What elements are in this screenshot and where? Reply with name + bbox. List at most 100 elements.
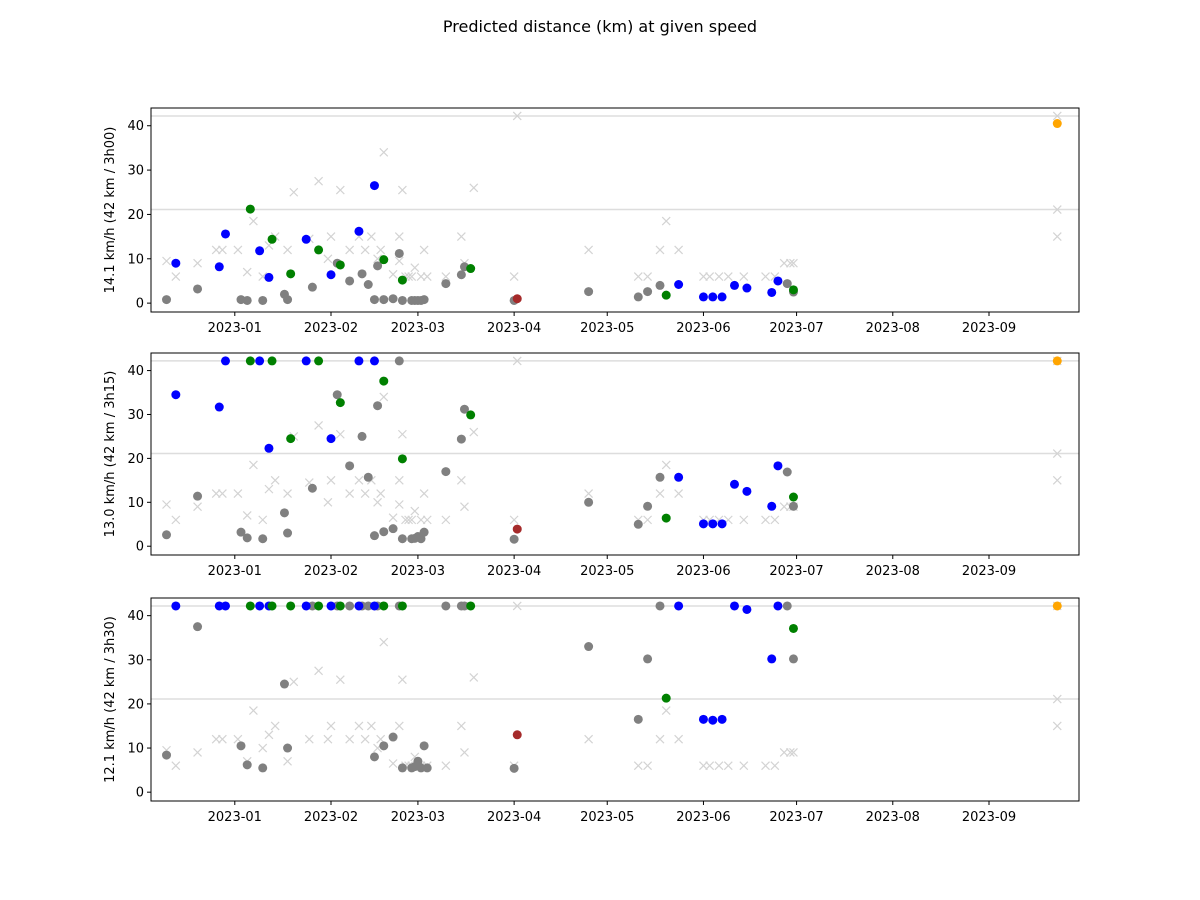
point-blue [354, 601, 364, 611]
y-tick-label: 0 [136, 540, 144, 555]
point-blue [354, 356, 364, 366]
cross-point [211, 734, 221, 744]
point-blue [220, 229, 230, 239]
point-orange [1052, 601, 1062, 611]
point-gray [307, 282, 317, 292]
point-blue [220, 356, 230, 366]
point-gray [643, 287, 653, 297]
point-gray [397, 534, 407, 544]
cross-point [193, 258, 202, 268]
point-gray [345, 276, 355, 286]
point-gray [782, 467, 792, 477]
point-blue [729, 280, 739, 290]
point-green [335, 260, 345, 270]
point-blue [255, 246, 265, 256]
cross-point [335, 429, 345, 439]
y-tick-label: 0 [136, 786, 144, 801]
cross-point [376, 245, 386, 255]
point-blue [369, 601, 379, 611]
point-gray [394, 356, 404, 366]
cross-point [643, 761, 653, 771]
point-blue [214, 402, 224, 412]
y-tick-label: 10 [127, 742, 144, 757]
point-gray [584, 642, 594, 652]
point-green [379, 255, 389, 265]
cross-point [416, 272, 426, 281]
point-blue [354, 226, 364, 236]
point-blue [742, 604, 752, 614]
cross-point [326, 475, 336, 485]
point-blue [698, 519, 708, 529]
cross-point [264, 484, 274, 494]
point-gray [456, 270, 466, 280]
cross-point [373, 497, 382, 507]
point-green [245, 356, 255, 366]
y-axis-label: 14.1 km/h (42 km / 3h00) [103, 127, 118, 294]
cross-point [335, 185, 345, 195]
point-green [788, 492, 798, 502]
cross-point [699, 761, 708, 771]
point-gray [236, 527, 246, 537]
point-gray [193, 284, 203, 294]
cross-point [388, 759, 398, 768]
point-blue [717, 519, 727, 529]
cross-point [407, 515, 417, 525]
x-tick-label: 2023-03 [391, 810, 445, 825]
point-gray [584, 497, 594, 507]
cross-point [761, 761, 770, 771]
point-gray [419, 295, 429, 305]
series-blue [171, 181, 783, 302]
point-blue [301, 601, 311, 611]
cross-point [270, 475, 280, 485]
cross-point [248, 706, 258, 715]
point-gray [307, 483, 317, 493]
cross-point [401, 515, 410, 525]
cross-point [323, 497, 333, 507]
point-gray [397, 295, 407, 305]
series-blue [171, 601, 783, 725]
point-gray [363, 472, 373, 482]
cross-point [661, 216, 671, 226]
point-blue [326, 601, 336, 611]
cross-point [258, 515, 268, 525]
cross-point [376, 489, 386, 498]
cross-point [584, 734, 594, 744]
series-orange [1052, 601, 1062, 611]
point-blue [698, 292, 708, 302]
cross-point [193, 502, 202, 512]
cross-point [264, 730, 274, 740]
cross-point [469, 427, 479, 437]
y-tick-label: 20 [127, 452, 144, 467]
point-green [466, 264, 476, 274]
point-blue [698, 714, 708, 724]
y-tick-label: 40 [127, 119, 144, 134]
cross-point [394, 721, 404, 731]
axes-frame [150, 597, 1080, 802]
cross-point [456, 232, 466, 242]
cross-point [354, 475, 364, 485]
x-tick-label: 2023-06 [676, 564, 730, 579]
series-brown [512, 294, 522, 304]
cross-point [416, 515, 426, 525]
point-gray [441, 467, 451, 477]
y-tick-label: 30 [127, 408, 144, 423]
point-green [397, 454, 407, 464]
point-gray [345, 601, 355, 611]
cross-point [789, 258, 798, 268]
point-blue [171, 258, 181, 268]
point-gray [584, 287, 594, 297]
y-axis-label: 13.0 km/h (42 km / 3h15) [103, 371, 118, 538]
x-tick-label: 2023-06 [676, 810, 730, 825]
point-gray [441, 279, 451, 289]
point-gray [419, 527, 429, 537]
point-gray [283, 528, 293, 538]
axes-frame [150, 352, 1080, 556]
point-green [286, 269, 296, 279]
cross-point [397, 429, 407, 439]
point-green [245, 601, 255, 611]
cross-point [770, 761, 780, 771]
point-blue [255, 356, 265, 366]
cross-point [283, 756, 292, 766]
cross-point [394, 232, 404, 242]
point-blue [717, 292, 727, 302]
